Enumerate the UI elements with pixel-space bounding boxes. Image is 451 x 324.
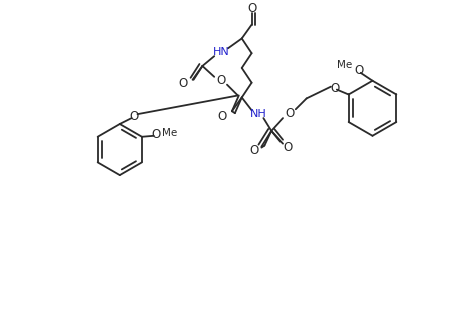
Text: O: O: [216, 74, 226, 87]
Text: NH: NH: [250, 109, 267, 119]
Text: O: O: [151, 128, 161, 141]
Text: O: O: [217, 110, 227, 122]
Text: O: O: [247, 3, 256, 16]
Text: Me: Me: [337, 60, 353, 70]
Text: O: O: [285, 107, 295, 120]
Text: O: O: [249, 144, 258, 157]
Text: O: O: [330, 82, 340, 95]
Text: Me: Me: [162, 128, 177, 138]
Text: O: O: [178, 77, 187, 90]
Text: O: O: [354, 64, 364, 77]
Text: O: O: [283, 141, 293, 154]
Text: O: O: [129, 110, 138, 122]
Text: HN: HN: [213, 47, 230, 57]
